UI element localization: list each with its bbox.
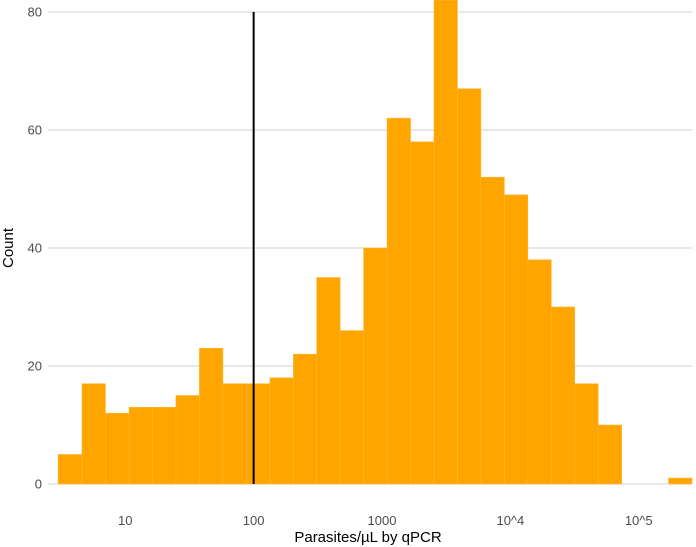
- histogram-bar-17: [457, 88, 482, 485]
- x-axis-title: Parasites/µL by qPCR: [294, 529, 441, 546]
- x-tick-labels: 10 100 1000 10^4 10^5: [118, 513, 653, 528]
- histogram-bar-4: [152, 406, 177, 485]
- x-tick-label-1: 100: [243, 513, 265, 528]
- histogram-bar-22: [574, 383, 599, 485]
- histogram-bar-12: [339, 330, 364, 485]
- histogram-bar-15: [410, 141, 435, 485]
- histogram-bar-6: [199, 347, 224, 485]
- y-tick-label-2: 40: [28, 241, 42, 256]
- histogram-bar-7: [222, 383, 247, 485]
- histogram-bar-18: [480, 176, 505, 485]
- histogram-bar-13: [363, 247, 388, 485]
- histogram-bar-19: [504, 194, 529, 485]
- histogram-bar-16: [433, 0, 458, 485]
- histogram-bar-8: [246, 383, 271, 485]
- y-tick-label-1: 20: [28, 359, 42, 374]
- x-tick-label-0: 10: [118, 513, 132, 528]
- x-tick-label-2: 1000: [368, 513, 397, 528]
- y-axis-title: Count: [0, 227, 17, 268]
- histogram-bar-23: [597, 424, 622, 485]
- histogram-bar-1: [81, 383, 106, 485]
- y-tick-label-4: 80: [28, 5, 42, 20]
- histogram-bar-11: [316, 277, 341, 485]
- histogram-bar-21: [550, 306, 576, 485]
- histogram-bar-2: [105, 412, 130, 485]
- histogram-bar-10: [293, 353, 318, 485]
- histogram-bar-14: [386, 117, 411, 485]
- y-tick-label-0: 0: [35, 477, 42, 492]
- x-tick-label-3: 10^4: [496, 513, 524, 528]
- histogram-bar-9: [269, 377, 294, 485]
- histogram-bars: [57, 0, 693, 485]
- histogram-bar-26: [668, 477, 693, 485]
- histogram-bar-3: [128, 406, 153, 485]
- histogram-bar-20: [527, 259, 552, 485]
- histogram-bar-5: [175, 395, 200, 485]
- histogram-bar-0: [57, 454, 83, 485]
- x-tick-label-4: 10^5: [625, 513, 653, 528]
- y-tick-labels: 0 20 40 60 80: [28, 5, 42, 492]
- y-tick-label-3: 60: [28, 123, 42, 138]
